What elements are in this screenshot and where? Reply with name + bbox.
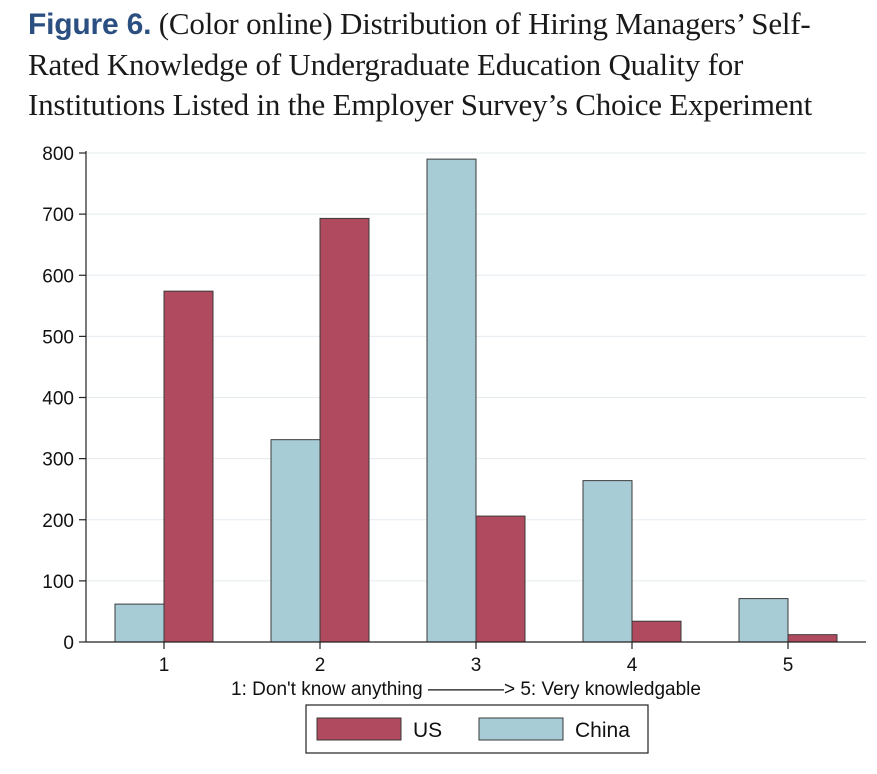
x-axis-ticks: 1 2 3 4 5 xyxy=(159,642,794,676)
x-tick-label: 4 xyxy=(627,655,638,676)
figure-caption: Figure 6. (Color online) Distribution of… xyxy=(28,4,868,125)
x-axis-title: 1: Don't know anything ————> 5: Very kno… xyxy=(231,679,701,700)
y-tick-label: 800 xyxy=(42,144,74,165)
legend-label-us: US xyxy=(413,719,442,742)
y-tick-label: 100 xyxy=(42,572,74,593)
y-tick-label: 200 xyxy=(42,511,74,532)
bar-china-2 xyxy=(270,439,321,643)
bar-china-3 xyxy=(426,158,477,643)
legend: US China xyxy=(305,704,649,754)
bar-china-1 xyxy=(114,603,165,643)
legend-label-china: China xyxy=(575,719,630,742)
y-tick-label: 600 xyxy=(42,266,74,287)
x-tick-label: 3 xyxy=(471,655,482,676)
bar-us-5 xyxy=(787,634,838,643)
y-tick-label: 400 xyxy=(42,389,74,410)
bar-china-4 xyxy=(582,480,633,643)
x-tick-label: 5 xyxy=(783,655,794,676)
bar-chart: 0 100 200 300 400 500 600 700 800 1 2 3 4 5 1: Don't… xyxy=(42,144,866,754)
bar-us-1 xyxy=(163,290,214,643)
x-tick-label: 1 xyxy=(159,655,170,676)
figure-caption-text: (Color online) Distribution of Hiring Ma… xyxy=(28,6,813,122)
bar-us-4 xyxy=(631,620,682,643)
legend-swatch-us xyxy=(316,717,402,741)
y-tick-label: 300 xyxy=(42,450,74,471)
bar-us-2 xyxy=(319,217,370,643)
y-tick-label: 500 xyxy=(42,327,74,348)
bar-china-5 xyxy=(738,598,789,643)
legend-swatch-china xyxy=(478,717,564,741)
x-tick-label: 2 xyxy=(315,655,326,676)
figure-label: Figure 6. xyxy=(28,8,152,41)
y-tick-label: 0 xyxy=(63,633,74,654)
y-tick-label: 700 xyxy=(42,205,74,226)
bar-us-3 xyxy=(475,515,526,643)
bars xyxy=(114,158,838,643)
y-axis-ticks: 0 100 200 300 400 500 600 700 800 xyxy=(42,144,86,654)
